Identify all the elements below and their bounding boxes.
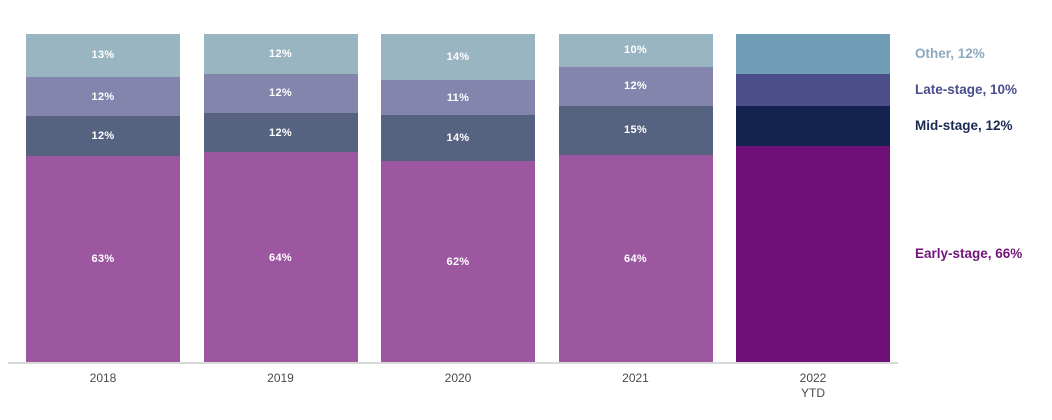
bar-2020: 62% 14% 11% 14%	[381, 34, 535, 363]
segment-mid-stage-2021: 15%	[558, 105, 713, 155]
segment-early-stage-2022-ytd	[736, 145, 890, 363]
segment-value-label: 14%	[446, 132, 470, 145]
segment-early-stage-2021: 64%	[558, 154, 713, 363]
segment-value-label: 64%	[624, 252, 647, 265]
x-axis-baseline	[8, 362, 898, 364]
segment-late-stage-2021: 12%	[558, 66, 713, 106]
x-tick-label-2022-ytd: 2022 YTD	[799, 371, 827, 400]
x-tick-label-2020: 2020	[444, 371, 472, 385]
bar-2022-ytd	[736, 34, 890, 363]
segment-mid-stage-2019: 12%	[203, 112, 358, 153]
x-axis-tick-labels: 2018 2019 2020 2021 2022 YTD	[26, 371, 890, 401]
segment-value-label: 12%	[91, 90, 115, 103]
legend-item-mid-stage: Mid-stage, 12%	[915, 118, 1013, 133]
bar-2021: 64% 15% 12% 10%	[558, 34, 713, 363]
segment-value-label: 64%	[269, 251, 292, 264]
segment-other-2021: 10%	[558, 34, 713, 67]
bar-2018: 63% 12% 12% 13%	[26, 34, 180, 363]
segment-value-label: 11%	[446, 91, 470, 104]
segment-late-stage-2022-ytd	[736, 73, 890, 107]
segment-mid-stage-2022-ytd	[736, 106, 890, 146]
segment-other-2019: 12%	[203, 34, 358, 74]
segment-value-label: 12%	[269, 47, 292, 60]
segment-value-label: 14%	[446, 50, 470, 63]
legend-item-early-stage: Early-stage, 66%	[915, 246, 1023, 261]
segment-late-stage-2018: 12%	[26, 76, 180, 117]
segment-late-stage-2019: 12%	[203, 73, 358, 113]
segment-other-2018: 13%	[26, 34, 180, 77]
segment-value-label: 12%	[91, 130, 115, 142]
segment-other-2020: 14%	[381, 34, 535, 80]
segment-early-stage-2018: 63%	[26, 155, 180, 363]
segment-value-label: 10%	[624, 44, 647, 57]
segment-late-stage-2020: 11%	[381, 79, 535, 116]
segment-mid-stage-2020: 14%	[381, 115, 535, 162]
segment-value-label: 62%	[446, 256, 470, 269]
segment-value-label: 13%	[91, 49, 115, 62]
segment-value-label: 15%	[624, 124, 647, 137]
segment-value-label: 12%	[624, 80, 647, 93]
legend-item-other: Other, 12%	[915, 46, 985, 61]
x-tick-label-2021: 2021	[622, 371, 649, 385]
x-tick-label-2019: 2019	[267, 371, 294, 385]
x-tick-label-2018: 2018	[89, 371, 117, 385]
plot-area: 63% 12% 12% 13% 64% 12% 12% 12% 62% 14% 11% 14% 64% 1…	[26, 34, 890, 363]
segment-mid-stage-2018: 12%	[26, 116, 180, 156]
segment-value-label: 63%	[91, 253, 115, 266]
segment-value-label: 12%	[269, 87, 292, 100]
segment-value-label: 12%	[269, 126, 292, 139]
segment-early-stage-2020: 62%	[381, 161, 535, 363]
legend-item-late-stage: Late-stage, 10%	[915, 82, 1018, 97]
segment-other-2022-ytd	[736, 34, 890, 74]
segment-early-stage-2019: 64%	[203, 152, 358, 363]
bar-2019: 64% 12% 12% 12%	[203, 34, 358, 363]
